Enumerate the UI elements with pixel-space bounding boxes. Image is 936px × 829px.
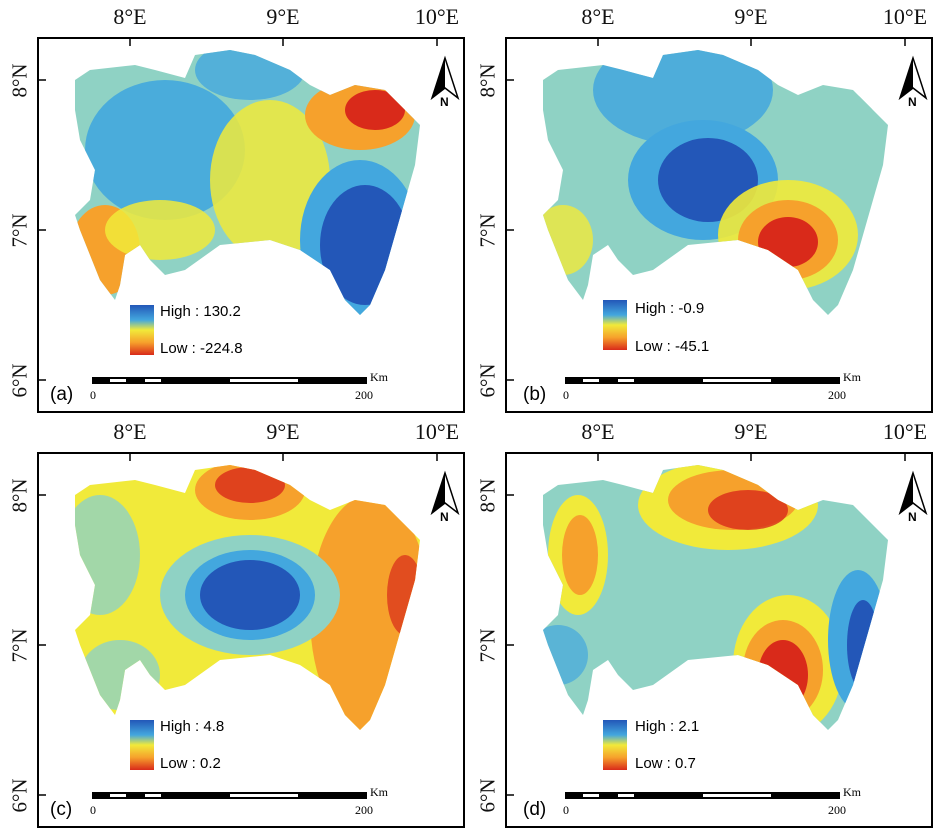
legend-ramp [130, 720, 154, 770]
lat-label-6n: 6°N [7, 778, 32, 813]
scale-bar [565, 377, 840, 384]
legend-low-label: Low : 0.7 [635, 755, 696, 772]
lat-label-7n: 7°N [475, 628, 500, 663]
lat-label-7n: 7°N [475, 213, 500, 248]
legend-low-label: Low : -45.1 [635, 338, 710, 355]
north-label: N [908, 95, 917, 109]
scale-unit: Km [370, 785, 388, 799]
north-arrow-icon [898, 470, 928, 516]
lat-label-8n: 8°N [475, 478, 500, 513]
scale-start: 0 [563, 803, 569, 817]
lon-label-8e: 8°E [581, 4, 615, 29]
scale-unit: Km [370, 370, 388, 384]
lon-label-8e: 8°E [113, 419, 147, 444]
legend-ramp [603, 300, 627, 350]
scale-end: 200 [828, 803, 846, 817]
map-panel-a: 8°E 9°E 10°E [0, 0, 468, 414]
scale-unit: Km [843, 785, 861, 799]
lat-label-6n: 6°N [475, 778, 500, 813]
map-figure-b [505, 37, 933, 413]
map-panel-d: 8°E 9°E 10°E [468, 415, 936, 829]
legend-ramp [130, 305, 154, 355]
north-arrow-icon [898, 55, 928, 101]
north-arrow-icon [430, 470, 460, 516]
lon-label-9e: 9°E [734, 4, 768, 29]
lon-label-9e: 9°E [266, 419, 300, 444]
lat-label-6n: 6°N [7, 363, 32, 398]
scale-start: 0 [563, 388, 569, 402]
lon-label-8e: 8°E [581, 419, 615, 444]
legend-high-label: High : -0.9 [635, 300, 705, 317]
scale-end: 200 [355, 803, 373, 817]
north-label: N [440, 95, 449, 109]
lat-label-8n: 8°N [7, 63, 32, 98]
panel-label-c: (c) [50, 799, 73, 820]
legend-high-label: High : 130.2 [160, 303, 241, 320]
scale-end: 200 [828, 388, 846, 402]
lon-label-10e: 10°E [882, 419, 928, 444]
panel-label-b: (b) [523, 384, 547, 405]
legend-low-label: Low : 0.2 [160, 755, 221, 772]
legend-high-label: High : 2.1 [635, 718, 700, 735]
scale-bar [92, 792, 367, 799]
panel-label-a: (a) [50, 384, 74, 405]
lat-label-7n: 7°N [7, 213, 32, 248]
north-arrow-icon [430, 55, 460, 101]
legend-low-label: Low : -224.8 [160, 340, 243, 357]
scale-start: 0 [90, 388, 96, 402]
lat-label-6n: 6°N [475, 363, 500, 398]
scale-bar [92, 377, 367, 384]
north-label: N [908, 510, 917, 524]
legend-high-label: High : 4.8 [160, 718, 225, 735]
lat-label-7n: 7°N [7, 628, 32, 663]
map-figure-a [37, 37, 465, 413]
lon-label-10e: 10°E [882, 4, 928, 29]
legend-ramp [603, 720, 627, 770]
map-panel-b: 8°E 9°E 10°E [468, 0, 936, 414]
map-figure-d [505, 452, 933, 828]
lat-label-8n: 8°N [475, 63, 500, 98]
panel-label-d: (d) [523, 799, 547, 820]
lon-label-8e: 8°E [113, 4, 147, 29]
scale-end: 200 [355, 388, 373, 402]
scale-unit: Km [843, 370, 861, 384]
lon-label-10e: 10°E [414, 4, 460, 29]
lon-label-9e: 9°E [266, 4, 300, 29]
map-figure-c [37, 452, 465, 828]
lon-label-10e: 10°E [414, 419, 460, 444]
lon-label-9e: 9°E [734, 419, 768, 444]
map-panel-c: 8°E 9°E 10°E [0, 415, 468, 829]
north-label: N [440, 510, 449, 524]
scale-start: 0 [90, 803, 96, 817]
scale-bar [565, 792, 840, 799]
lat-label-8n: 8°N [7, 478, 32, 513]
